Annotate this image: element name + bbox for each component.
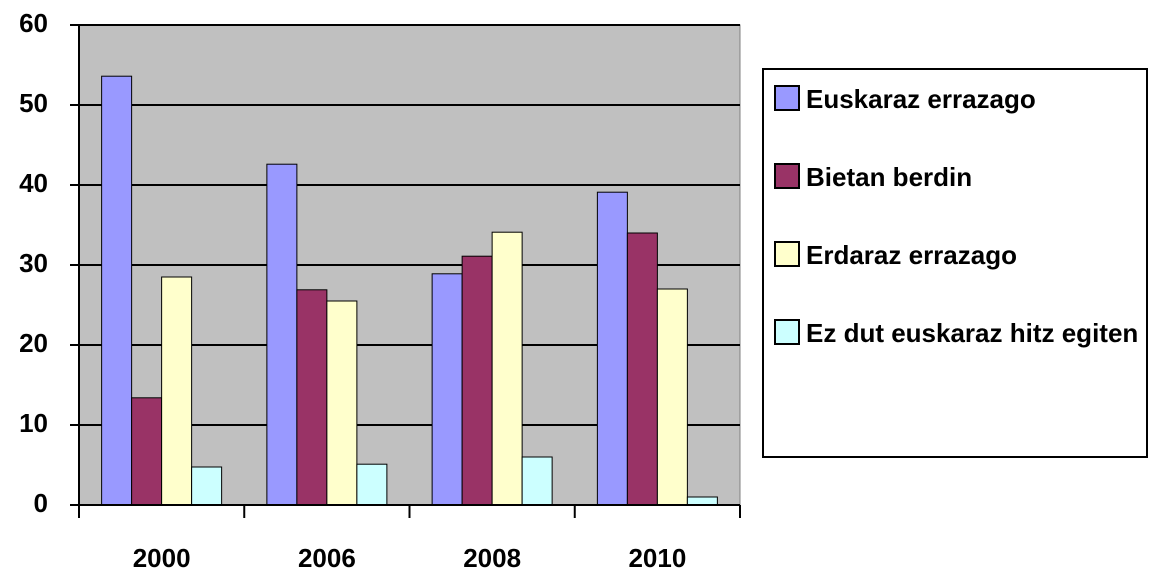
legend-swatch [774,241,800,267]
bar [356,463,388,506]
bar [626,232,658,506]
bar [161,276,193,506]
bar [326,300,358,506]
legend-label: Euskaraz errazago [806,84,1036,114]
x-tick-label: 2010 [628,543,686,573]
legend-label: Bietan berdin [806,162,973,192]
x-tick-label: 2008 [463,543,521,573]
legend-swatch [774,163,800,189]
legend-label: Ez dut euskaraz hitz egiten [806,318,1139,348]
legend-item: Ez dut euskaraz hitz egiten [774,316,1146,350]
bar [296,289,328,506]
legend-swatch [774,85,800,111]
y-tick-label: 60 [19,8,48,38]
bar [596,191,628,506]
bar [191,466,223,506]
y-tick-label: 20 [19,328,48,358]
y-tick-label: 0 [34,488,48,518]
bar [521,456,553,506]
bar [686,496,718,506]
bar [131,397,163,506]
y-tick-label: 30 [19,248,48,278]
bar [491,231,523,506]
bar [656,288,688,506]
bar [431,273,463,506]
legend-item: Erdaraz errazago [774,238,1146,272]
x-tick-label: 2006 [298,543,356,573]
y-tick-label: 50 [19,88,48,118]
bar [266,163,298,506]
legend-item: Euskaraz errazago [774,82,1146,116]
bar [461,255,493,506]
x-tick-label: 2000 [133,543,191,573]
y-tick-label: 10 [19,408,48,438]
legend-item: Bietan berdin [774,160,1146,194]
bar [101,75,133,506]
legend: Euskaraz errazago Bietan berdin Erdaraz er… [762,68,1148,458]
legend-swatch [774,319,800,345]
y-tick-label: 40 [19,168,48,198]
legend-label: Erdaraz errazago [806,240,1017,270]
